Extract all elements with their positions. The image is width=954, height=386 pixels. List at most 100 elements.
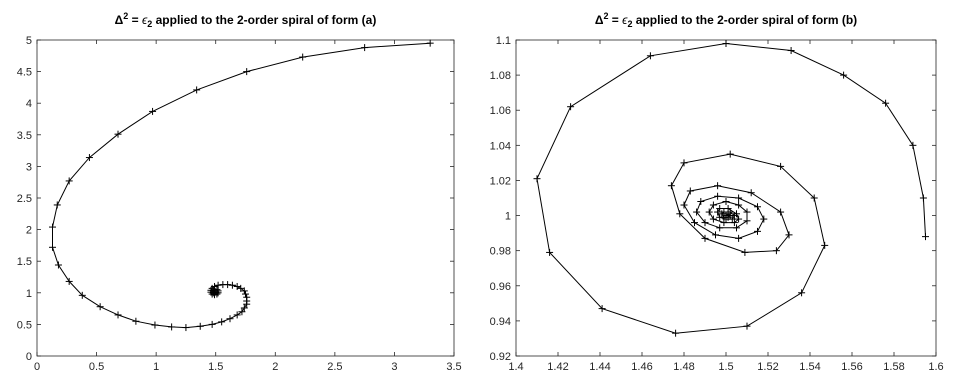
data-point-marker xyxy=(922,233,929,241)
data-point-marker xyxy=(65,277,73,285)
data-point-marker xyxy=(48,223,56,231)
data-point-marker xyxy=(777,208,785,216)
data-point-marker xyxy=(676,210,684,218)
data-point-marker xyxy=(567,103,575,111)
data-point-marker xyxy=(65,177,73,185)
data-point-marker xyxy=(233,311,241,319)
data-point-marker xyxy=(787,47,795,55)
x-tick-label: 1.52 xyxy=(757,361,778,373)
y-tick-label: 4.5 xyxy=(17,67,32,79)
y-tick-label: 1 xyxy=(26,288,32,300)
data-point-marker xyxy=(743,217,751,225)
data-point-marker xyxy=(716,205,724,213)
data-point-marker xyxy=(226,315,234,323)
data-point-marker xyxy=(772,247,780,255)
data-point-marker xyxy=(240,287,248,295)
x-tick-label: 1.5 xyxy=(208,361,223,373)
y-tick-label: 1 xyxy=(505,211,511,223)
data-point-marker xyxy=(798,289,806,297)
data-point-marker xyxy=(243,68,251,76)
series-line xyxy=(52,42,431,329)
data-point-marker xyxy=(646,52,654,60)
data-point-marker xyxy=(730,219,738,227)
data-point-marker xyxy=(361,44,369,52)
x-tick-label: 1.46 xyxy=(631,361,652,373)
data-point-marker xyxy=(193,86,201,94)
y-tick-label: 0.98 xyxy=(490,246,511,258)
data-point-marker xyxy=(114,311,122,319)
data-point-marker xyxy=(196,322,204,330)
x-tick-label: 2 xyxy=(272,361,278,373)
data-point-marker xyxy=(882,99,890,107)
data-point-marker xyxy=(722,212,730,220)
data-point-marker xyxy=(754,203,761,211)
data-point-marker xyxy=(242,290,249,298)
data-point-marker xyxy=(705,208,713,216)
data-point-marker xyxy=(821,241,829,249)
x-tick-label: 1.6 xyxy=(928,361,943,373)
data-point-marker xyxy=(168,323,176,331)
data-point-marker xyxy=(733,224,740,232)
data-point-marker xyxy=(909,141,917,149)
y-tick-label: 0.96 xyxy=(490,281,511,293)
data-point-marker xyxy=(919,194,927,202)
data-point-marker xyxy=(754,227,761,235)
data-point-marker xyxy=(728,215,736,223)
data-point-marker xyxy=(151,321,159,329)
chart-panel-a: Δ2 = ϵ2 applied to the 2-order spiral of… xyxy=(0,0,477,381)
y-tick-label: 1.02 xyxy=(490,175,511,187)
data-point-marker xyxy=(810,194,818,202)
x-tick-label: 1.4 xyxy=(508,361,523,373)
chart-title: Δ2 = ϵ2 applied to the 2-order spiral of… xyxy=(115,11,377,29)
data-point-marker xyxy=(546,248,554,256)
data-point-marker xyxy=(228,281,236,289)
axes-box xyxy=(515,39,937,357)
data-point-marker xyxy=(149,107,157,115)
axes-box xyxy=(36,39,455,357)
data-point-marker xyxy=(132,317,140,325)
data-point-marker xyxy=(701,219,709,227)
x-tick-label: 1.56 xyxy=(841,361,862,373)
x-tick-label: 0 xyxy=(34,361,40,373)
y-tick-label: 1.1 xyxy=(496,35,511,47)
data-point-marker xyxy=(237,284,245,292)
x-tick-label: 3.5 xyxy=(446,361,461,373)
x-tick-label: 0.5 xyxy=(89,361,104,373)
data-point-marker xyxy=(672,329,680,337)
data-point-marker xyxy=(716,224,724,232)
x-tick-label: 1.48 xyxy=(673,361,694,373)
y-tick-label: 0.92 xyxy=(490,351,511,363)
data-point-marker xyxy=(48,243,56,251)
data-point-marker xyxy=(741,248,749,256)
y-tick-label: 0.5 xyxy=(17,319,32,331)
y-tick-label: 1.5 xyxy=(17,256,32,268)
y-tick-label: 4 xyxy=(26,98,32,110)
chart-panel-b: Δ2 = ϵ2 applied to the 2-order spiral of… xyxy=(477,0,954,381)
data-point-marker xyxy=(743,322,751,330)
data-point-marker xyxy=(218,318,226,326)
data-point-marker xyxy=(701,234,709,242)
series-line xyxy=(536,42,926,334)
y-tick-label: 3 xyxy=(26,161,32,173)
x-tick-label: 1.5 xyxy=(718,361,733,373)
data-point-marker xyxy=(182,324,190,332)
data-point-marker xyxy=(212,288,220,296)
data-point-marker xyxy=(718,210,726,218)
y-tick-label: 3.5 xyxy=(17,130,32,142)
data-point-marker xyxy=(54,261,62,269)
data-point-marker xyxy=(747,189,755,197)
data-point-marker xyxy=(714,192,722,200)
data-point-marker xyxy=(714,208,722,216)
chart-title: Δ2 = ϵ2 applied to the 2-order spiral of… xyxy=(595,11,857,29)
data-point-marker xyxy=(777,162,785,170)
y-tick-label: 2.5 xyxy=(17,193,32,205)
data-point-marker xyxy=(238,308,246,316)
data-point-marker xyxy=(219,281,227,289)
data-point-marker xyxy=(735,201,743,209)
data-point-marker xyxy=(78,291,86,299)
data-point-marker xyxy=(680,159,688,167)
data-point-marker xyxy=(667,182,675,190)
data-point-marker xyxy=(96,303,104,311)
x-tick-label: 1.42 xyxy=(547,361,568,373)
data-point-marker xyxy=(243,293,251,301)
